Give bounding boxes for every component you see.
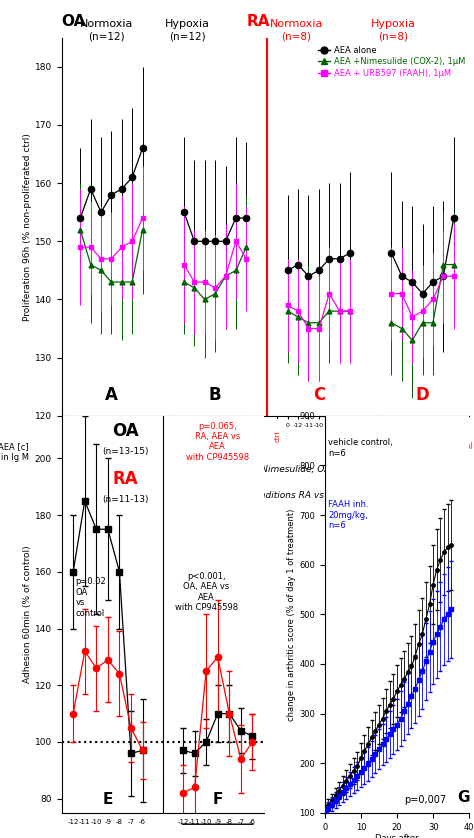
Text: Normoxia: Normoxia (270, 19, 323, 29)
Text: RA: RA (112, 470, 138, 488)
Text: -7: -7 (128, 819, 135, 825)
Text: p=0.065,
RA, AEA vs
AEA
with CP945598: p=0.065, RA, AEA vs AEA with CP945598 (186, 422, 249, 462)
Text: (n=8): (n=8) (281, 32, 311, 42)
Text: (n=12): (n=12) (169, 32, 206, 42)
Text: (n=8): (n=8) (378, 32, 409, 42)
X-axis label: Days after
initiation
of treatment: Days after initiation of treatment (371, 835, 423, 838)
Text: D: D (416, 386, 429, 404)
Text: (n=13-15): (n=13-15) (102, 447, 148, 456)
Text: (n=11-13): (n=11-13) (102, 495, 148, 504)
Text: -6: -6 (139, 819, 146, 825)
Text: AEA [c]
in lg M: AEA [c] in lg M (0, 836, 25, 838)
Text: Normoxia: Normoxia (80, 19, 133, 29)
Text: Hypoxia: Hypoxia (371, 19, 416, 29)
Legend: AEA alone, AEA +Nimesulide (COX-2), 1μM, AEA + URB597 (FAAH), 1μM: AEA alone, AEA +Nimesulide (COX-2), 1μM,… (318, 45, 465, 78)
Text: p<0.001, all conditions RA vs OA: p<0.001, all conditions RA vs OA (191, 491, 340, 500)
Text: -12: -12 (67, 819, 79, 825)
Y-axis label: change in arthritic score (% of day 1 of treatment): change in arthritic score (% of day 1 of… (287, 508, 296, 721)
Text: -11: -11 (79, 819, 91, 825)
Text: -8: -8 (226, 819, 233, 825)
Text: -10: -10 (91, 819, 102, 825)
Text: (n=12): (n=12) (88, 32, 125, 42)
Text: ctrl: ctrl (274, 431, 280, 442)
Text: FAAH inh.
20mg/kg,
n=6: FAAH inh. 20mg/kg, n=6 (328, 500, 369, 530)
Text: C: C (313, 386, 325, 404)
Text: vehicle control,
n=6: vehicle control, n=6 (328, 438, 393, 458)
Text: Hypoxia: Hypoxia (165, 19, 210, 29)
Text: RA: RA (246, 14, 270, 29)
Text: ctrl: ctrl (378, 431, 384, 442)
Text: p<0.001,
OA, AEA vs
AEA
with CP945598: p<0.001, OA, AEA vs AEA with CP945598 (174, 572, 238, 612)
Y-axis label: Proliferation 96h (% non-proliferated ctrl): Proliferation 96h (% non-proliferated ct… (23, 133, 32, 321)
Text: ctrl: ctrl (67, 431, 73, 442)
Y-axis label: Adhesion 60min (% of control): Adhesion 60min (% of control) (23, 546, 32, 683)
Text: -12: -12 (177, 819, 189, 825)
Text: AEA [c]
in lg M: AEA [c] in lg M (0, 442, 29, 462)
Text: -11: -11 (189, 819, 201, 825)
Text: OA: OA (112, 422, 138, 439)
Text: ctrl: ctrl (171, 431, 177, 442)
Text: p=0.02
OA
vs
control: p=0.02 OA vs control (75, 577, 106, 618)
Text: F: F (212, 792, 223, 807)
Text: ctrl=control: ctrl=control (428, 442, 474, 452)
Text: E: E (103, 792, 113, 807)
Text: B: B (209, 386, 221, 404)
Text: G: G (457, 790, 470, 805)
Text: -9: -9 (214, 819, 221, 825)
Text: -10: -10 (201, 819, 212, 825)
Text: -6: -6 (249, 819, 256, 825)
Text: -7: -7 (237, 819, 245, 825)
Text: p=0,007: p=0,007 (404, 795, 447, 805)
Text: A: A (105, 386, 118, 404)
Text: OA: OA (61, 14, 86, 29)
Text: -9: -9 (104, 819, 111, 825)
Text: -8: -8 (116, 819, 123, 825)
Text: p=0.002, AEA vs AEA+Nimesulide, OA, Hypoxia: p=0.002, AEA vs AEA+Nimesulide, OA, Hypo… (157, 465, 374, 474)
